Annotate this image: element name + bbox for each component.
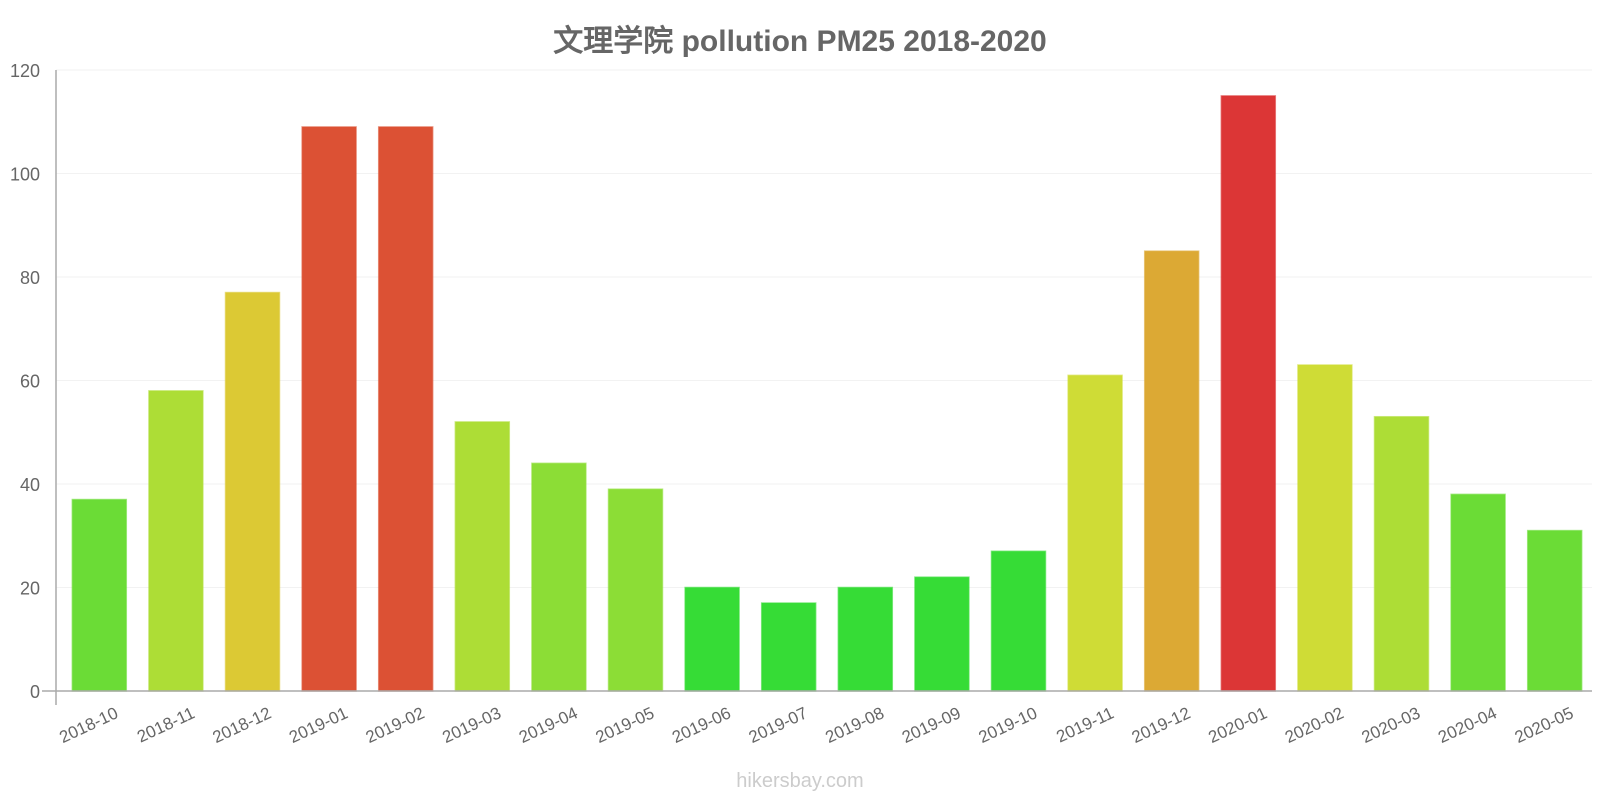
bar-2019-10[interactable] <box>990 550 1047 692</box>
x-tick-label: 2020-02 <box>1282 703 1347 747</box>
x-axis-ticks: 2018-10 2018-11 2018-12 2019-01 2019-02 2019-… <box>56 703 1576 747</box>
y-tick-label: 120 <box>10 61 40 81</box>
x-tick-label: 2019-05 <box>593 703 658 747</box>
bar-2018-10[interactable] <box>71 498 128 692</box>
bar-2019-02[interactable] <box>377 126 434 692</box>
x-tick-label: 2019-02 <box>363 703 428 747</box>
bar-2018-11[interactable] <box>148 390 204 692</box>
bar-2020-03[interactable] <box>1373 415 1430 692</box>
bar-2019-01[interactable] <box>301 126 357 692</box>
y-tick-label: 60 <box>20 372 40 392</box>
bar-2019-11[interactable] <box>1067 374 1123 692</box>
x-tick-label: 2019-11 <box>1053 703 1116 746</box>
gridlines <box>56 69 1592 588</box>
x-tick-label: 2018-12 <box>210 703 275 747</box>
bar-2020-02[interactable] <box>1297 364 1353 692</box>
x-tick-label: 2019-04 <box>516 703 581 747</box>
x-tick-label: 2020-03 <box>1359 703 1424 747</box>
bar-2018-12[interactable] <box>224 291 281 692</box>
x-tick-label: 2019-01 <box>286 703 351 747</box>
watermark: hikersbay.com <box>736 770 864 792</box>
bars <box>71 95 1583 692</box>
bar-2019-05[interactable] <box>607 488 664 692</box>
bar-2020-05[interactable] <box>1526 529 1583 692</box>
x-tick-label: 2019-08 <box>822 703 887 747</box>
x-tick-label: 2020-05 <box>1512 703 1577 747</box>
x-tick-label: 2019-03 <box>439 703 504 747</box>
bar-2019-07[interactable] <box>760 602 817 692</box>
chart-title: 文理学院 pollution PM25 2018-2020 <box>553 25 1047 58</box>
x-tick-label: 2018-11 <box>134 703 197 746</box>
bar-2020-01[interactable] <box>1220 95 1277 692</box>
x-tick-label: 2018-10 <box>56 703 121 747</box>
bar-2019-12[interactable] <box>1143 250 1200 692</box>
axes <box>42 70 1592 705</box>
x-tick-label: 2020-04 <box>1435 703 1500 747</box>
bar-2019-09[interactable] <box>914 576 970 692</box>
bar-2019-04[interactable] <box>531 462 587 692</box>
x-tick-label: 2019-06 <box>669 703 734 747</box>
bar-2019-03[interactable] <box>454 421 511 692</box>
bar-2019-08[interactable] <box>837 586 894 692</box>
bar-2019-06[interactable] <box>684 586 740 692</box>
y-tick-label: 20 <box>20 579 40 599</box>
x-tick-label: 2020-01 <box>1205 703 1270 747</box>
bar-2020-04[interactable] <box>1450 493 1506 692</box>
y-tick-label: 40 <box>20 475 40 495</box>
x-tick-label: 2019-12 <box>1129 703 1194 747</box>
x-tick-label: 2019-07 <box>746 703 811 747</box>
y-tick-label: 100 <box>10 165 40 185</box>
y-tick-label: 80 <box>20 268 40 288</box>
x-tick-label: 2019-10 <box>976 703 1041 747</box>
y-tick-label: 0 <box>30 682 40 702</box>
x-tick-label: 2019-09 <box>899 703 964 747</box>
y-axis-ticks: 0 20 40 60 80 100 120 <box>10 61 40 702</box>
